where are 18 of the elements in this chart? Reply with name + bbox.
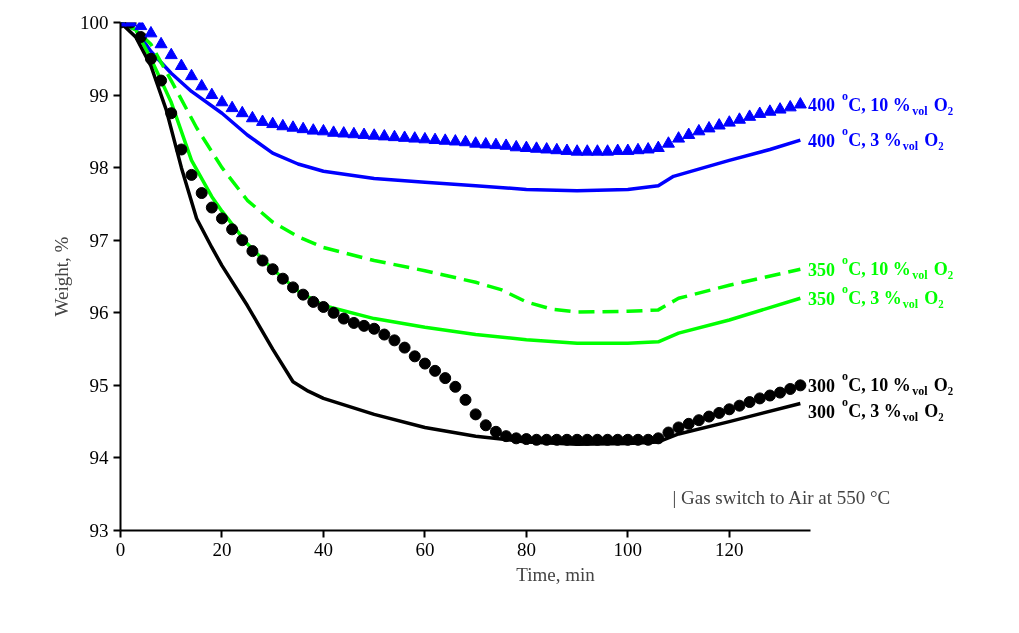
y-tick-label: 95 <box>89 374 109 396</box>
annotation: | Gas switch to Air at 550 °C <box>672 486 891 508</box>
x-tick-label: 100 <box>613 538 643 560</box>
y-tick-label: 94 <box>89 447 109 469</box>
y-axis-title: Weight, % <box>51 236 72 317</box>
x-tick-label: 80 <box>516 538 536 560</box>
x-tick-label: 120 <box>715 538 744 560</box>
y-tick-label: 96 <box>89 302 109 324</box>
y-tick-label: 99 <box>89 84 109 106</box>
x-tick-label: 60 <box>415 538 435 560</box>
y-tick-label: 98 <box>89 157 109 179</box>
x-tick-label: 0 <box>115 538 126 560</box>
y-tick-label: 93 <box>89 520 109 541</box>
x-tick-label: 20 <box>212 538 232 560</box>
x-tick-label: 40 <box>313 538 333 560</box>
y-tick-label: 100 <box>80 12 109 33</box>
y-tick-label: 97 <box>89 229 109 251</box>
x-axis-title: Time, min <box>516 563 596 585</box>
